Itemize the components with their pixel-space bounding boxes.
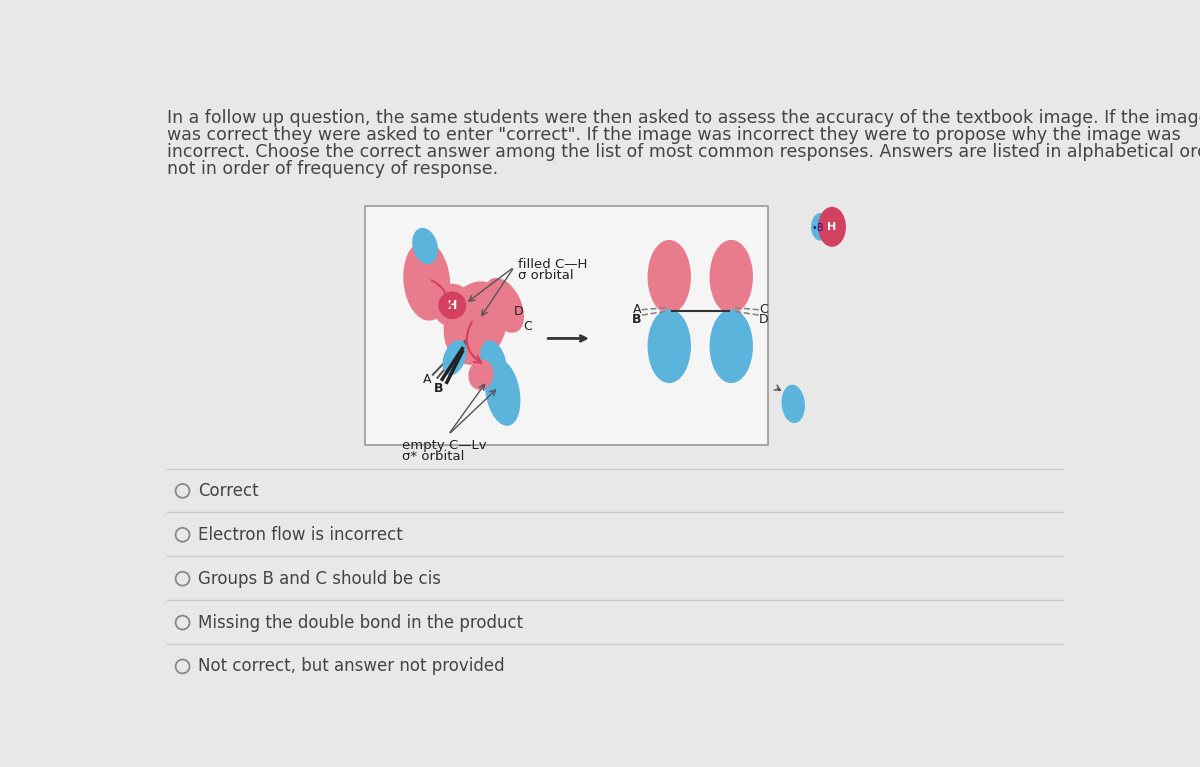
Ellipse shape — [443, 340, 467, 375]
Ellipse shape — [403, 241, 450, 321]
Circle shape — [821, 216, 842, 238]
FancyArrowPatch shape — [467, 321, 481, 363]
Ellipse shape — [781, 385, 805, 423]
Text: Electron flow is incorrect: Electron flow is incorrect — [198, 526, 403, 544]
Text: H: H — [827, 222, 836, 232]
FancyBboxPatch shape — [366, 206, 768, 445]
Text: Groups B and C should be cis: Groups B and C should be cis — [198, 570, 442, 588]
Ellipse shape — [485, 278, 524, 333]
Ellipse shape — [485, 359, 521, 426]
Text: σ* orbital: σ* orbital — [402, 450, 464, 463]
Text: A: A — [422, 373, 431, 386]
Text: B: B — [434, 382, 444, 395]
Text: σ orbital: σ orbital — [518, 269, 574, 282]
Text: filled C—H: filled C—H — [518, 258, 588, 271]
Ellipse shape — [709, 309, 752, 383]
Ellipse shape — [432, 284, 473, 327]
Text: Missing the double bond in the product: Missing the double bond in the product — [198, 614, 523, 631]
Ellipse shape — [648, 309, 691, 383]
Text: empty C—Lv: empty C—Lv — [402, 439, 486, 452]
Text: H: H — [448, 299, 457, 312]
Text: In a follow up question, the same students were then asked to assess the accurac: In a follow up question, the same studen… — [167, 109, 1200, 127]
Ellipse shape — [444, 281, 508, 365]
FancyArrowPatch shape — [432, 280, 451, 308]
Text: Not correct, but answer not provided: Not correct, but answer not provided — [198, 657, 505, 676]
Circle shape — [438, 291, 467, 319]
Ellipse shape — [709, 240, 752, 314]
Ellipse shape — [818, 207, 846, 247]
Text: Correct: Correct — [198, 482, 259, 500]
Text: D: D — [514, 305, 523, 318]
Text: C: C — [523, 321, 532, 334]
Ellipse shape — [480, 341, 506, 383]
Text: D: D — [758, 313, 769, 326]
Text: not in order of frequency of response.: not in order of frequency of response. — [167, 160, 498, 178]
Ellipse shape — [468, 359, 493, 390]
Text: incorrect. Choose the correct answer among the list of most common responses. An: incorrect. Choose the correct answer amo… — [167, 143, 1200, 161]
Text: C: C — [760, 304, 768, 317]
Text: was correct they were asked to enter "correct". If the image was incorrect they : was correct they were asked to enter "co… — [167, 126, 1181, 144]
Ellipse shape — [811, 213, 829, 241]
Ellipse shape — [648, 240, 691, 314]
Text: •B: •B — [811, 223, 824, 233]
Ellipse shape — [413, 228, 438, 264]
Text: A: A — [632, 304, 641, 317]
Text: B: B — [632, 313, 642, 326]
